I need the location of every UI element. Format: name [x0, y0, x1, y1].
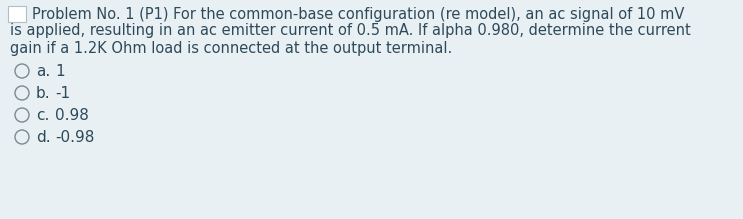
Circle shape: [15, 108, 29, 122]
Text: gain if a 1.2K Ohm load is connected at the output terminal.: gain if a 1.2K Ohm load is connected at …: [10, 41, 452, 55]
Text: is applied, resulting in an ac emitter current of 0.5 mA. If alpha 0.980, determ: is applied, resulting in an ac emitter c…: [10, 23, 691, 39]
FancyBboxPatch shape: [8, 6, 26, 22]
Text: b.: b.: [36, 85, 51, 101]
Text: Problem No. 1 (P1) For the common-base configuration (re model), an ac signal of: Problem No. 1 (P1) For the common-base c…: [32, 7, 684, 21]
Text: 1: 1: [55, 64, 65, 78]
Text: -0.98: -0.98: [55, 129, 94, 145]
Text: c.: c.: [36, 108, 49, 122]
Circle shape: [15, 64, 29, 78]
Text: a.: a.: [36, 64, 51, 78]
Text: 0.98: 0.98: [55, 108, 89, 122]
Circle shape: [15, 130, 29, 144]
Circle shape: [15, 86, 29, 100]
Text: d.: d.: [36, 129, 51, 145]
Text: -1: -1: [55, 85, 70, 101]
